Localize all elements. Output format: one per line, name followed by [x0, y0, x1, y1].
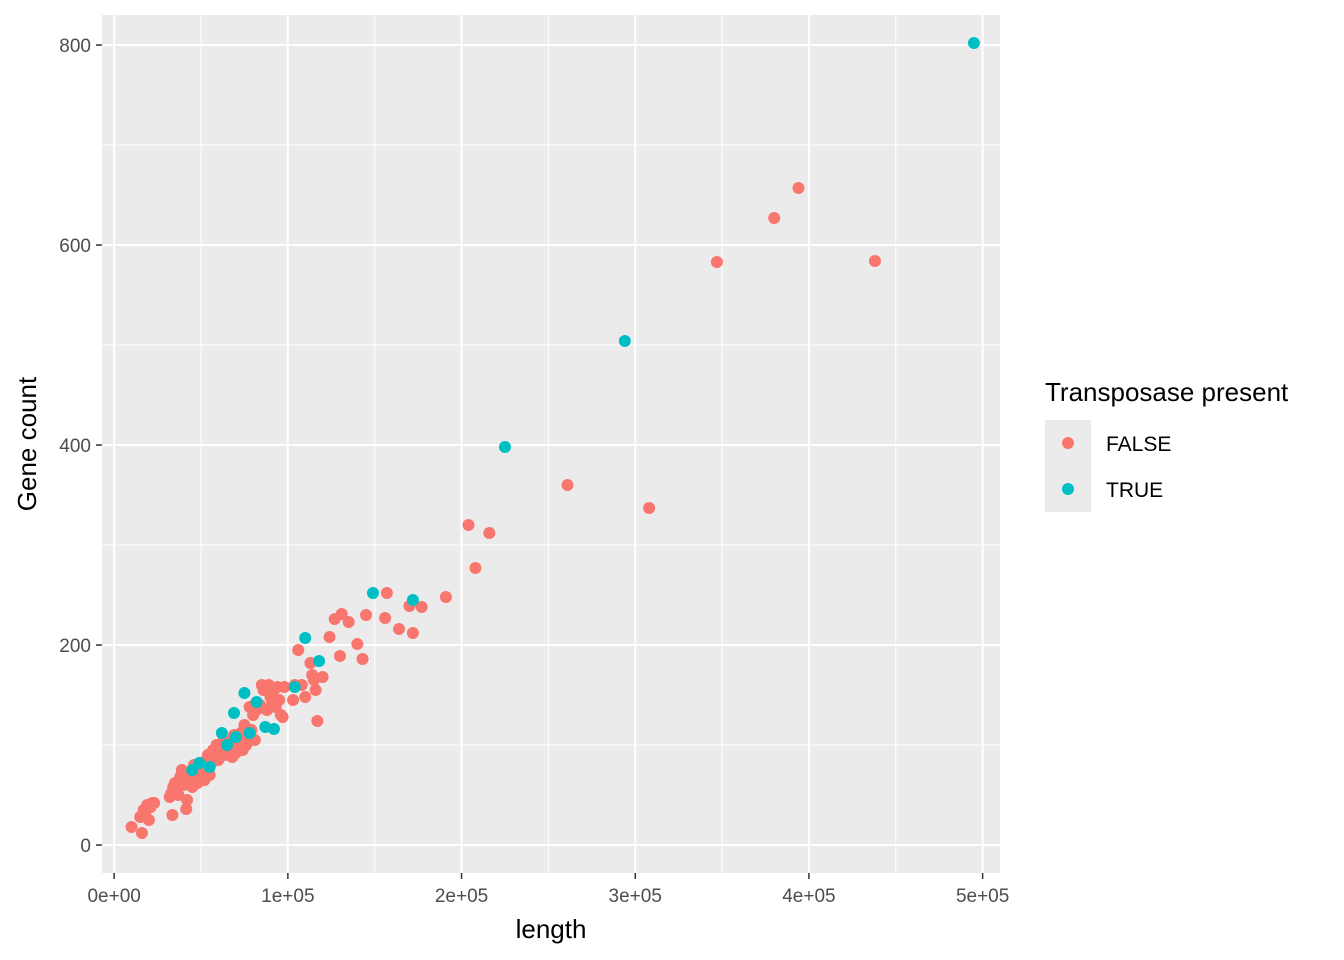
data-point-false: [278, 681, 291, 693]
data-point-false: [561, 479, 574, 491]
x-axis: 0e+00 1e+05 2e+05 3e+05 4e+05 5e+05: [87, 873, 1009, 907]
data-point-true: [406, 594, 419, 606]
y-tick-label: 0: [80, 836, 91, 857]
data-point-true: [215, 727, 228, 739]
data-point-false: [166, 809, 179, 821]
data-point-true: [267, 723, 280, 735]
data-point-false: [415, 601, 428, 613]
data-point-false: [462, 519, 475, 531]
data-point-false: [439, 591, 452, 603]
y-tick-label: 800: [59, 36, 91, 57]
data-point-false: [181, 794, 194, 806]
data-point-true: [618, 335, 631, 347]
y-tick-label: 400: [59, 436, 91, 457]
data-point-false: [142, 814, 155, 826]
legend: Transposase present FALSE TRUE: [1045, 377, 1289, 512]
y-axis: 0 200 400 600 800: [59, 36, 102, 857]
data-point-false: [469, 562, 482, 574]
data-point-false: [316, 671, 329, 683]
data-point-false: [311, 715, 324, 727]
legend-key-true: [1062, 483, 1074, 495]
data-point-true: [366, 587, 379, 599]
data-point-false: [180, 803, 193, 815]
data-point-false: [287, 694, 300, 706]
data-point-true: [313, 655, 326, 667]
legend-key-false: [1062, 437, 1074, 449]
x-tick-label: 0e+00: [87, 886, 140, 907]
y-tick-label: 200: [59, 636, 91, 657]
grid-major: [102, 15, 1000, 873]
data-point-false: [125, 821, 138, 833]
data-point-false: [299, 691, 312, 703]
data-point-false: [643, 502, 656, 514]
data-point-true: [221, 739, 234, 751]
data-point-true: [193, 757, 206, 769]
data-point-false: [276, 711, 289, 723]
x-tick-label: 3e+05: [609, 886, 662, 907]
data-point-false: [483, 527, 496, 539]
data-point-true: [250, 696, 263, 708]
data-point-true: [238, 687, 251, 699]
y-tick-label: 600: [59, 236, 91, 257]
data-points: [125, 37, 980, 839]
data-point-false: [768, 212, 781, 224]
data-point-false: [273, 694, 286, 706]
data-point-false: [351, 638, 364, 650]
data-point-false: [135, 827, 148, 839]
data-point-false: [406, 627, 419, 639]
data-point-false: [393, 623, 406, 635]
legend-label-true: TRUE: [1106, 479, 1163, 502]
data-point-true: [228, 707, 241, 719]
data-point-false: [792, 182, 805, 194]
data-point-false: [360, 609, 373, 621]
data-point-false: [868, 255, 881, 267]
data-point-true: [229, 731, 242, 743]
data-point-false: [309, 684, 322, 696]
data-point-false: [335, 608, 348, 620]
data-point-true: [243, 727, 256, 739]
data-point-true: [498, 441, 511, 453]
data-point-false: [380, 587, 393, 599]
x-tick-label: 4e+05: [782, 886, 835, 907]
data-point-true: [203, 761, 216, 773]
data-point-false: [379, 612, 392, 624]
data-point-false: [710, 256, 723, 268]
data-point-false: [333, 650, 346, 662]
x-tick-label: 2e+05: [435, 886, 488, 907]
legend-title: Transposase present: [1045, 377, 1289, 407]
data-point-false: [342, 616, 355, 628]
data-point-true: [288, 681, 301, 693]
data-point-false: [172, 789, 185, 801]
data-point-false: [292, 644, 305, 656]
data-point-true: [967, 37, 980, 49]
data-point-true: [299, 632, 312, 644]
legend-label-false: FALSE: [1106, 433, 1171, 456]
x-axis-title: length: [516, 914, 587, 944]
data-point-false: [148, 797, 161, 809]
x-tick-label: 1e+05: [261, 886, 314, 907]
data-point-false: [323, 631, 336, 643]
x-tick-label: 5e+05: [956, 886, 1009, 907]
data-point-false: [356, 653, 369, 665]
y-axis-title: Gene count: [12, 376, 42, 511]
